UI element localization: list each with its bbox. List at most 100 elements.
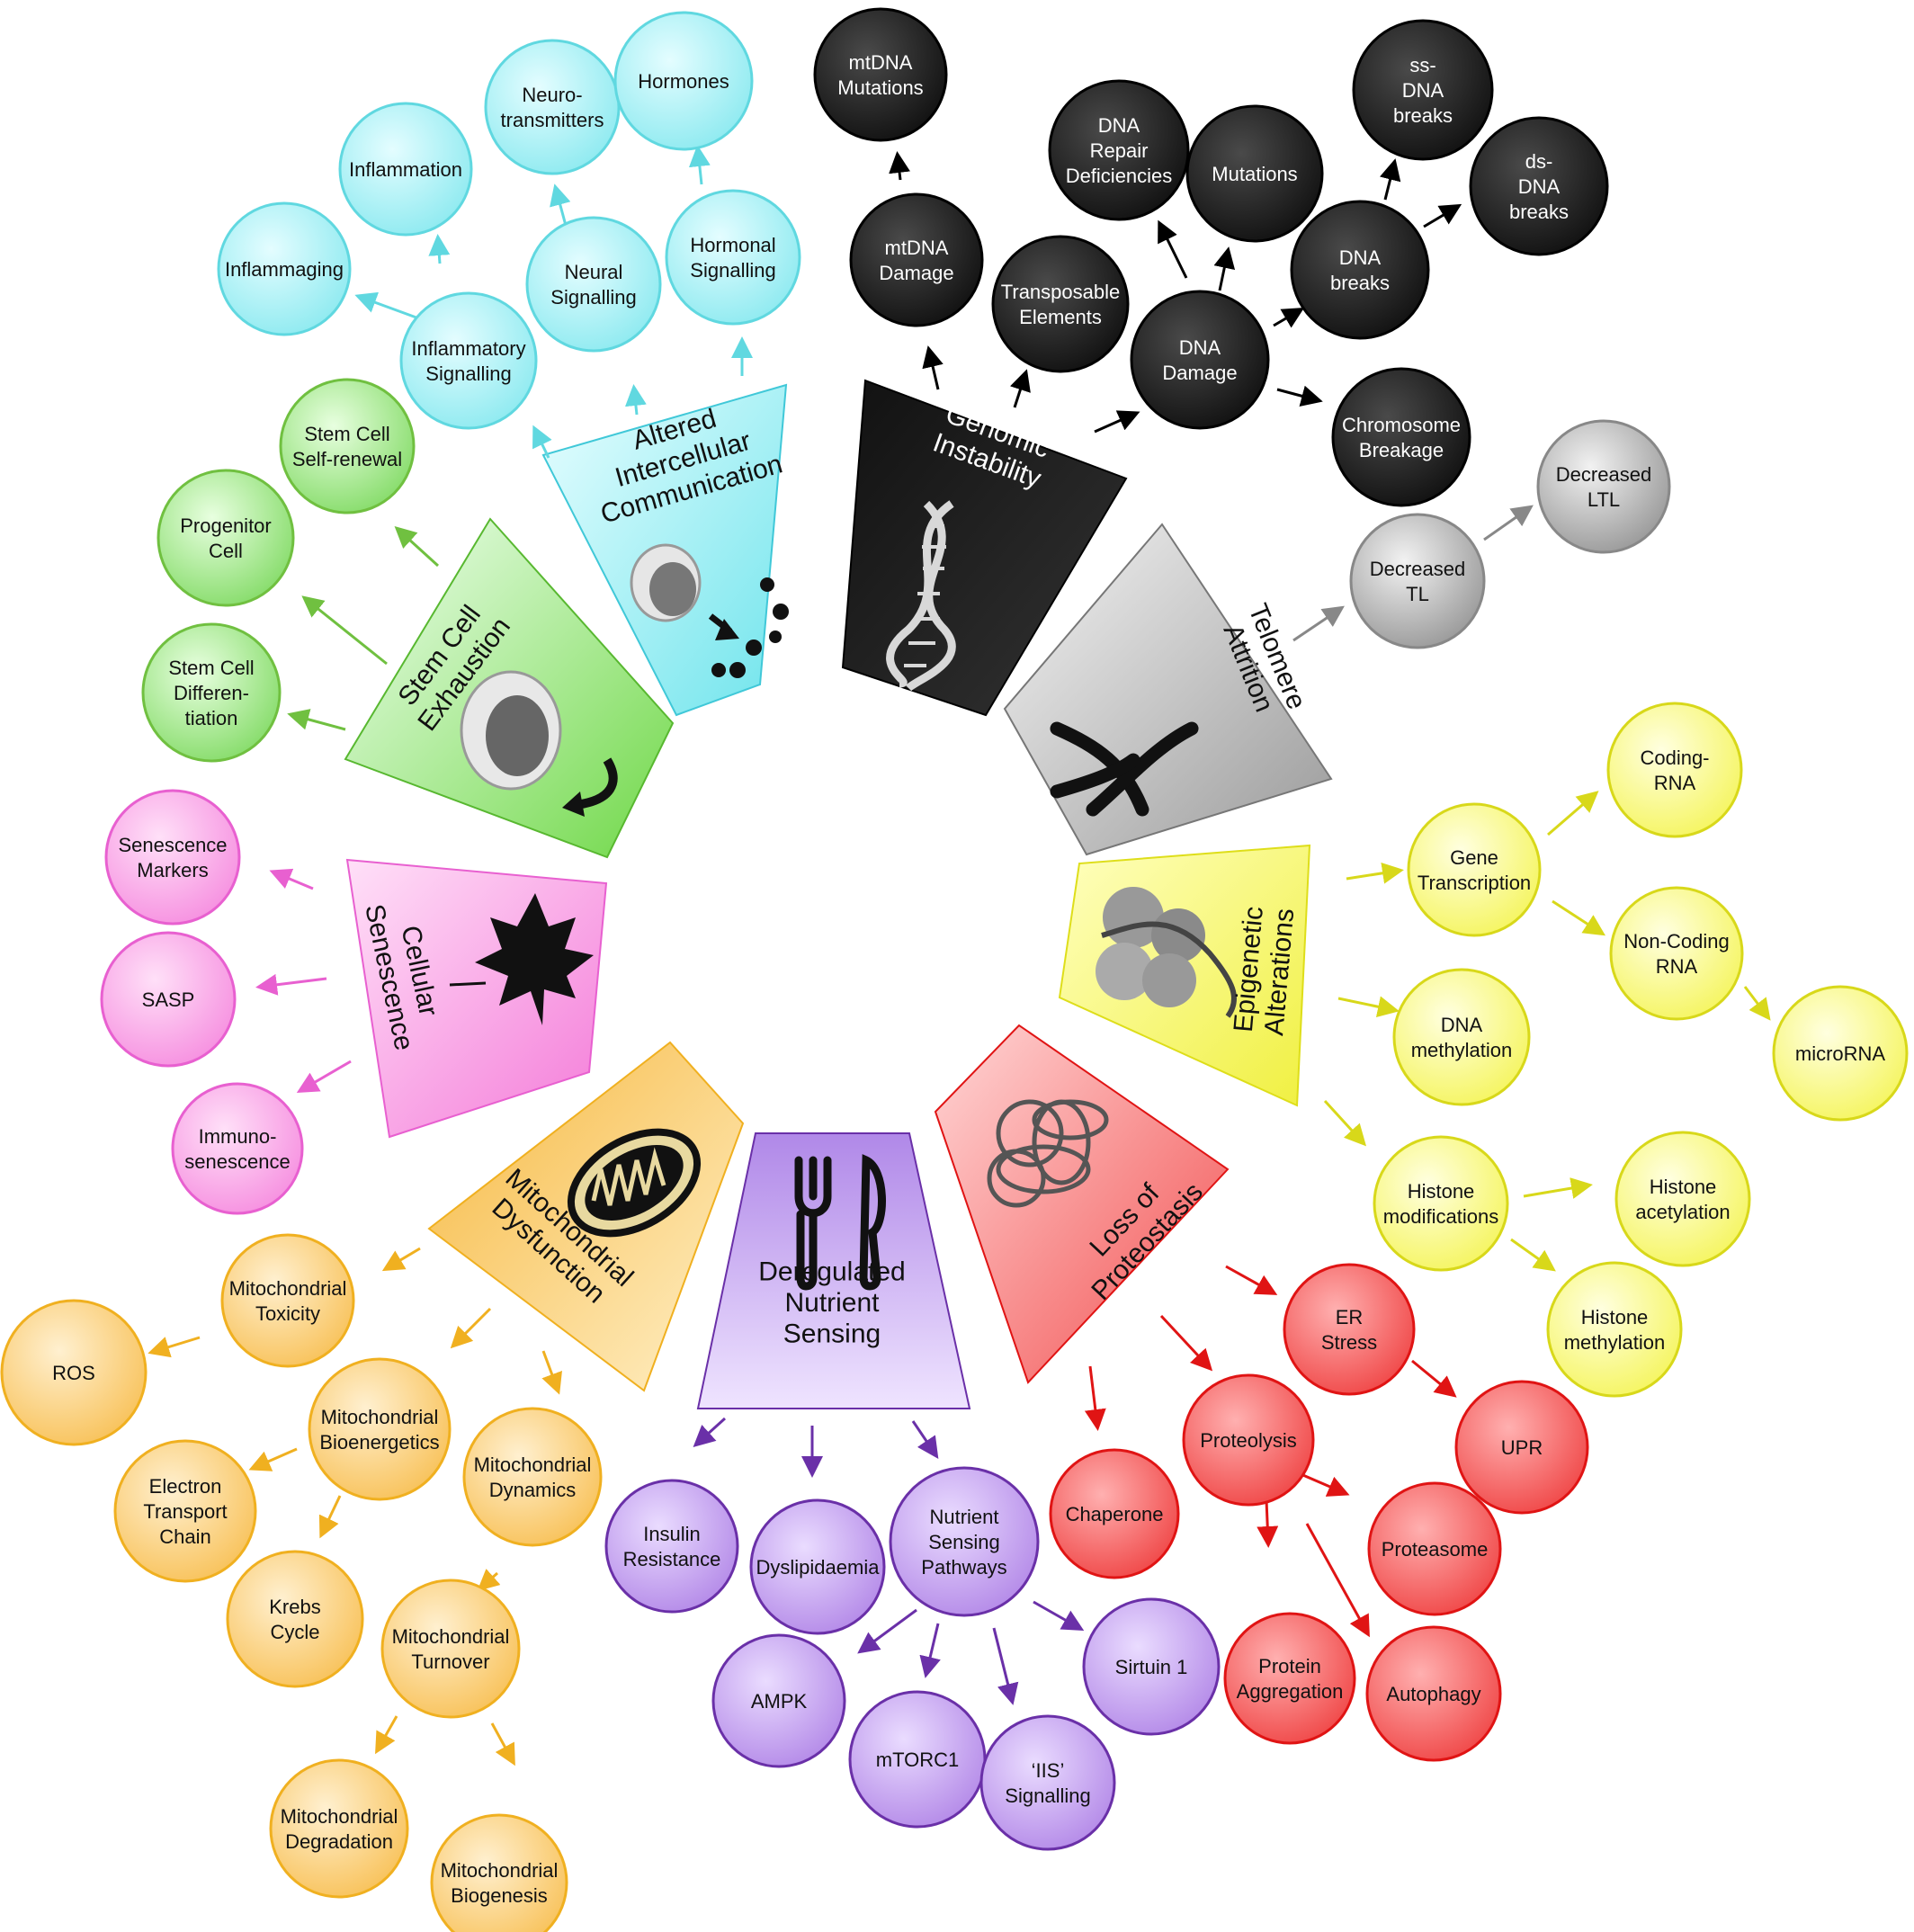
arrow-black [889, 151, 910, 181]
node-circle [269, 1758, 409, 1899]
arrow-black [1094, 410, 1140, 434]
node-circle [1349, 513, 1486, 649]
node-dna-methylation: DNA methylation [1392, 968, 1531, 1106]
node-label: Mitochondrial Toxicity [229, 1277, 347, 1325]
arrow-purple [1033, 1600, 1085, 1631]
node-progenitor: Progenitor Cell [157, 469, 295, 607]
node-label: microRNA [1795, 1042, 1886, 1065]
node-decreased-tl: Decreased TL [1349, 513, 1486, 649]
node-circle [338, 102, 473, 237]
node-circle [1331, 367, 1471, 507]
arrow-black [922, 345, 944, 390]
arrow-orange [450, 1307, 492, 1349]
node-sen-markers: Senescence Markers [104, 789, 241, 926]
arrow-pink [255, 973, 327, 996]
arrow-gray [1483, 505, 1534, 541]
node-label: Chaperone [1066, 1503, 1164, 1525]
node-circle [749, 1498, 886, 1635]
node-circle [1454, 1380, 1589, 1515]
arrow-purple [693, 1417, 727, 1448]
node-mito-dyn: Mitochondrial Dynamics [462, 1407, 603, 1547]
node-er-stress: ER Stress [1283, 1263, 1416, 1396]
node-circle [104, 789, 241, 926]
node-circle [1772, 985, 1909, 1122]
node-circle [525, 216, 662, 353]
arrow-orange [248, 1447, 298, 1471]
node-circle [484, 39, 621, 175]
protein-aggregate-icon [987, 1099, 1109, 1208]
arrow-black [1213, 246, 1236, 291]
node-dna-breaks: DNA breaks [1290, 200, 1430, 340]
node-insulin: Insulin Resistance [604, 1479, 739, 1614]
arrow-orange [490, 1722, 515, 1767]
node-protein-agg: Protein Aggregation [1223, 1612, 1356, 1745]
arrow-black [1158, 219, 1188, 279]
node-label: Electron Transport Chain [143, 1475, 227, 1548]
node-circle [991, 235, 1130, 373]
node-label: Chromosome Breakage [1342, 414, 1461, 461]
node-circle [813, 7, 948, 142]
node-label: Histone methylation [1564, 1306, 1666, 1354]
arrow-pink [296, 1060, 352, 1094]
hallmark-label-epigenetic: EpigeneticAlterations [1229, 905, 1301, 1037]
node-label: Sirtuin 1 [1115, 1656, 1188, 1678]
node-label: Decreased TL [1370, 558, 1465, 605]
hallmark-label-nutrient: Deregulated Nutrient Sensing [758, 1257, 905, 1349]
node-circle [0, 1299, 148, 1446]
node-mito-bio: Mitochondrial Bioenergetics [308, 1357, 452, 1501]
node-dna-damage: DNA Damage [1130, 290, 1270, 430]
node-label: Mitochondrial Degradation [281, 1805, 398, 1853]
arrow-black [1273, 307, 1305, 328]
node-circle [1048, 79, 1190, 221]
node-circle [141, 622, 282, 763]
node-mito-biogen: Mitochondrial Biogenesis [430, 1813, 568, 1932]
arrow-yellow [1337, 996, 1400, 1018]
node-label: Gene Transcription [1418, 846, 1531, 894]
node-label: Dyslipidaemia [756, 1556, 881, 1579]
node-circle [217, 201, 352, 336]
node-label: Autophagy [1386, 1683, 1480, 1705]
arrow-yellow [1743, 986, 1771, 1021]
node-circle [1082, 1597, 1221, 1736]
node-transposable: Transposable Elements [991, 235, 1130, 373]
node-label: Histone modifications [1383, 1180, 1498, 1228]
node-label: Insulin Resistance [623, 1523, 721, 1570]
mitochondrion-icon [567, 1128, 702, 1238]
fork-knife-icon [794, 1154, 886, 1291]
node-circle [1365, 1625, 1502, 1762]
arrow-green [394, 525, 440, 568]
arrow-orange [318, 1495, 342, 1539]
node-label: SASP [142, 988, 195, 1011]
arrow-purple [919, 1623, 941, 1678]
node-label: Senescence Markers [118, 834, 227, 881]
arrow-yellow [1547, 791, 1599, 836]
node-circle [1223, 1612, 1356, 1745]
node-circle [157, 469, 295, 607]
node-circle [279, 378, 416, 514]
arrow-yellow [1323, 1099, 1367, 1147]
node-label: DNA methylation [1411, 1014, 1513, 1061]
arrow-orange [541, 1350, 562, 1395]
node-label: ‘IIS’ Signalling [1005, 1759, 1090, 1807]
node-circle [1290, 200, 1430, 340]
node-circle [665, 189, 801, 326]
arrow-purple [992, 1627, 1019, 1705]
node-label: Hormones [638, 70, 729, 93]
node-label: Inflammaging [225, 258, 344, 281]
node-circle [100, 931, 237, 1068]
node-label: Stem Cell Differen-tiation [168, 657, 254, 729]
arrow-red [1084, 1365, 1106, 1431]
node-circle [171, 1082, 304, 1215]
node-circle [1606, 702, 1743, 838]
arrow-yellow [1552, 899, 1606, 936]
maple-leaf-icon [449, 893, 594, 1025]
node-circle [113, 1439, 257, 1583]
node-circle [1367, 1481, 1502, 1616]
node-dyslipid: Dyslipidaemia [749, 1498, 886, 1635]
node-label: AMPK [751, 1690, 808, 1713]
arrow-orange [375, 1715, 398, 1755]
arrow-cyan [624, 384, 647, 416]
node-circle [604, 1479, 739, 1614]
